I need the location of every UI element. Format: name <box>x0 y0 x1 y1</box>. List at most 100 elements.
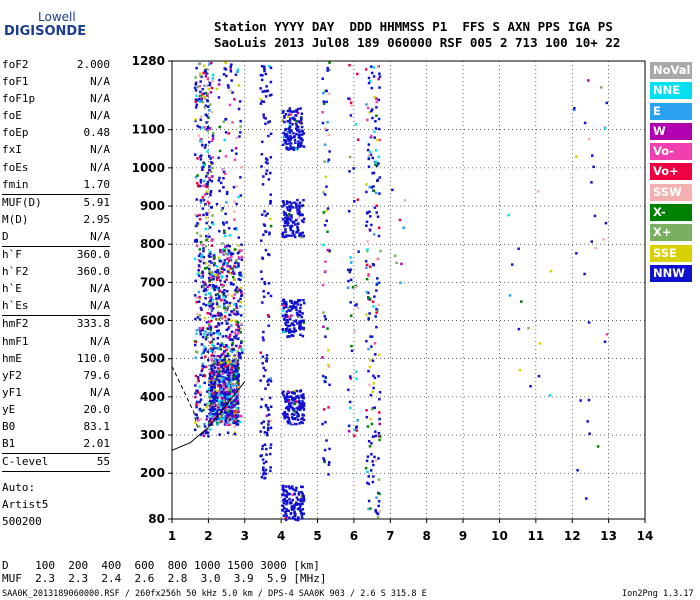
echo-point <box>236 377 239 380</box>
echo-point <box>321 121 325 125</box>
echo-point <box>378 138 382 142</box>
echo-point <box>193 153 197 156</box>
echo-point <box>368 265 372 268</box>
echo-point <box>226 352 230 356</box>
echo-point <box>237 373 241 376</box>
y-tick-label: 400 <box>140 390 165 404</box>
echo-point <box>200 95 203 99</box>
echo-point <box>201 326 205 330</box>
echo-point <box>365 277 369 281</box>
echo-point <box>266 253 270 256</box>
echo-point <box>281 493 284 497</box>
echo-point <box>290 224 294 228</box>
echo-point <box>208 260 212 263</box>
echo-point <box>295 308 298 311</box>
param-value: 2.01 <box>83 437 111 451</box>
echo-point <box>215 372 218 376</box>
echo-point <box>235 392 239 396</box>
echo-point <box>299 119 303 123</box>
echo-point <box>298 408 302 412</box>
echo-point <box>228 103 232 107</box>
echo-point <box>288 516 291 520</box>
echo-point <box>206 105 210 108</box>
echo-point <box>201 270 204 274</box>
echo-point <box>229 68 232 71</box>
echo-point <box>538 342 542 345</box>
echo-point <box>287 485 291 488</box>
echo-point <box>263 282 267 286</box>
echo-point <box>200 126 204 130</box>
echo-point <box>211 412 214 416</box>
echo-point <box>367 482 371 486</box>
echo-point <box>298 201 302 205</box>
echo-point <box>198 318 202 321</box>
echo-point <box>299 333 302 337</box>
echo-point <box>284 128 287 131</box>
echo-point <box>365 266 368 270</box>
echo-point <box>213 262 216 265</box>
echo-point <box>236 395 239 399</box>
echo-point <box>236 251 240 255</box>
echo-point <box>224 397 227 401</box>
echo-point <box>237 420 240 423</box>
echo-point <box>302 402 306 405</box>
echo-point <box>286 335 289 339</box>
echo-point <box>267 383 270 387</box>
echo-point <box>236 409 240 412</box>
echo-point <box>222 367 225 370</box>
echo-point <box>204 429 207 433</box>
echo-point <box>223 289 226 292</box>
echo-point <box>195 400 199 404</box>
echo-point <box>235 152 238 155</box>
param-name: B1 <box>2 437 16 451</box>
echo-point <box>367 143 371 146</box>
echo-point <box>239 131 242 134</box>
echo-point <box>217 296 221 300</box>
echo-point <box>373 406 377 409</box>
echo-point <box>302 499 306 503</box>
echo-point <box>240 340 243 343</box>
echo-point <box>223 404 227 408</box>
echo-point <box>296 303 299 306</box>
y-tick-label: 700 <box>140 275 165 289</box>
param-name: C-level <box>2 455 49 469</box>
y-tick-label: 1280 <box>132 54 165 68</box>
echo-point <box>375 164 379 168</box>
echo-point <box>367 295 370 299</box>
echo-point <box>268 94 272 97</box>
echo-point <box>235 399 238 403</box>
echo-point <box>377 491 380 495</box>
echo-point <box>195 198 198 201</box>
echo-point <box>199 260 202 263</box>
echo-point <box>210 110 214 114</box>
legend-item: SSW <box>650 183 692 201</box>
echo-point <box>212 332 216 335</box>
echo-point <box>218 78 221 82</box>
echo-point <box>372 263 376 267</box>
echo-point <box>214 285 218 289</box>
echo-point <box>293 392 296 395</box>
echo-point <box>194 317 197 321</box>
echo-point <box>226 366 230 370</box>
echo-point <box>374 434 377 438</box>
echo-point <box>204 293 208 296</box>
echo-point <box>377 117 381 121</box>
legend-item: W <box>650 122 692 140</box>
echo-point <box>260 454 263 457</box>
echo-point <box>224 317 228 321</box>
echo-point <box>209 413 212 417</box>
echo-point <box>295 422 298 426</box>
echo-point <box>267 413 271 416</box>
echo-point <box>356 419 359 422</box>
echo-point <box>267 292 270 295</box>
echo-point <box>206 431 210 435</box>
echo-point <box>297 140 300 143</box>
echo-point <box>214 391 218 395</box>
echo-point <box>293 233 296 237</box>
echo-point <box>194 81 198 84</box>
echo-point <box>573 107 576 110</box>
echo-point <box>234 289 237 292</box>
echo-point <box>587 79 590 82</box>
echo-point <box>233 303 236 306</box>
echo-point <box>210 139 214 143</box>
